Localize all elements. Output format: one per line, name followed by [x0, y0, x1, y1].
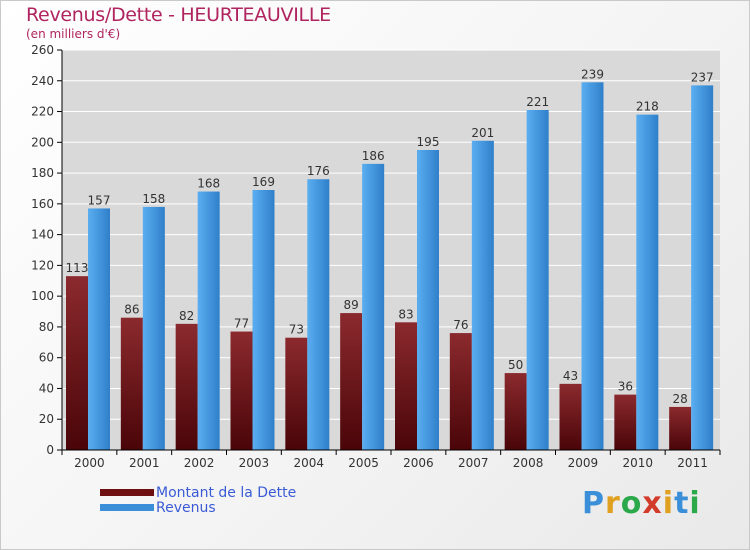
data-label-dette: 77 — [234, 317, 249, 331]
bar-dette — [504, 373, 527, 450]
data-label-dette: 73 — [289, 323, 304, 337]
x-tick-label: 2007 — [458, 456, 489, 470]
data-label-revenus: 169 — [252, 175, 275, 189]
y-tick-label: 20 — [39, 412, 54, 426]
bar-revenus — [526, 110, 549, 450]
bar-dette — [614, 394, 637, 450]
logo-letter: t — [674, 486, 690, 521]
data-label-revenus: 237 — [691, 70, 714, 84]
bar-revenus — [581, 82, 604, 451]
y-tick-label: 120 — [31, 258, 54, 272]
bar-revenus — [471, 140, 494, 450]
legend-label-dette: Montant de la Dette — [156, 485, 297, 501]
data-label-dette: 76 — [453, 318, 468, 332]
legend-swatch-revenus — [100, 504, 154, 511]
bar-dette — [340, 313, 363, 450]
logo-letter: r — [605, 486, 621, 521]
y-tick-label: 180 — [31, 166, 54, 180]
x-tick-label: 2011 — [677, 456, 708, 470]
data-label-dette: 86 — [124, 303, 139, 317]
bar-dette — [230, 331, 253, 450]
data-label-revenus: 218 — [636, 100, 659, 114]
y-tick-label: 80 — [39, 320, 54, 334]
x-tick-label: 2001 — [129, 456, 160, 470]
y-tick-label: 260 — [31, 43, 54, 57]
legend-swatch-dette — [100, 489, 154, 496]
x-tick-label: 2009 — [568, 456, 599, 470]
y-tick-label: 200 — [31, 135, 54, 149]
bar-revenus — [362, 163, 385, 450]
data-label-dette: 36 — [618, 380, 633, 394]
logo-letter: i — [662, 486, 675, 521]
x-tick-label: 2004 — [293, 456, 324, 470]
proxiti-logo: Proxiti — [582, 486, 701, 521]
data-label-dette: 82 — [179, 309, 194, 323]
x-tick-label: 2000 — [74, 456, 105, 470]
data-label-dette: 113 — [66, 261, 89, 275]
data-label-revenus: 158 — [142, 192, 165, 206]
chart-subtitle: (en milliers d'€) — [26, 27, 121, 41]
legend-label-revenus: Revenus — [156, 500, 216, 516]
data-label-revenus: 195 — [417, 135, 440, 149]
bar-revenus — [88, 208, 110, 450]
bar-revenus — [417, 150, 439, 450]
bar-revenus — [636, 114, 659, 450]
bar-revenus — [197, 191, 220, 451]
data-label-revenus: 176 — [307, 164, 330, 178]
x-tick-label: 2003 — [239, 456, 270, 470]
y-tick-label: 40 — [39, 381, 54, 395]
data-label-dette: 28 — [673, 392, 688, 406]
logo-letter: o — [620, 486, 643, 521]
data-label-revenus: 201 — [471, 126, 494, 140]
logo-letter: P — [582, 486, 605, 521]
bar-dette — [66, 276, 88, 450]
plot-background — [62, 50, 720, 450]
x-tick-label: 2008 — [513, 456, 544, 470]
bar-dette — [449, 333, 472, 450]
y-tick-label: 240 — [31, 74, 54, 88]
data-label-revenus: 157 — [88, 193, 111, 207]
data-label-revenus: 221 — [526, 95, 549, 109]
data-label-revenus: 239 — [581, 67, 604, 81]
data-label-revenus: 186 — [362, 149, 385, 163]
bar-dette — [120, 317, 143, 450]
data-label-dette: 89 — [344, 298, 359, 312]
data-label-dette: 50 — [508, 358, 523, 372]
bar-dette — [285, 337, 308, 450]
data-label-revenus: 168 — [197, 177, 220, 191]
bar-revenus — [252, 190, 275, 450]
data-label-dette: 83 — [398, 307, 413, 321]
x-tick-label: 2002 — [184, 456, 215, 470]
y-tick-label: 160 — [31, 197, 54, 211]
x-tick-label: 2010 — [622, 456, 653, 470]
data-label-dette: 43 — [563, 369, 578, 383]
chart-title: Revenus/Dette - HEURTEAUVILLE — [26, 4, 331, 26]
bar-revenus — [142, 206, 165, 450]
logo-letter: x — [642, 486, 663, 521]
x-tick-label: 2006 — [403, 456, 434, 470]
bar-dette — [395, 322, 417, 450]
bar-dette — [669, 406, 692, 450]
bar-dette — [559, 383, 582, 450]
y-tick-label: 140 — [31, 228, 54, 242]
y-tick-label: 100 — [31, 289, 54, 303]
y-tick-label: 0 — [46, 443, 54, 457]
y-tick-label: 220 — [31, 105, 54, 119]
bar-revenus — [691, 85, 714, 450]
x-tick-label: 2005 — [348, 456, 379, 470]
bar-revenus — [307, 179, 330, 450]
y-tick-label: 60 — [39, 351, 54, 365]
bar-dette — [175, 323, 198, 450]
logo-letter: i — [689, 486, 701, 521]
